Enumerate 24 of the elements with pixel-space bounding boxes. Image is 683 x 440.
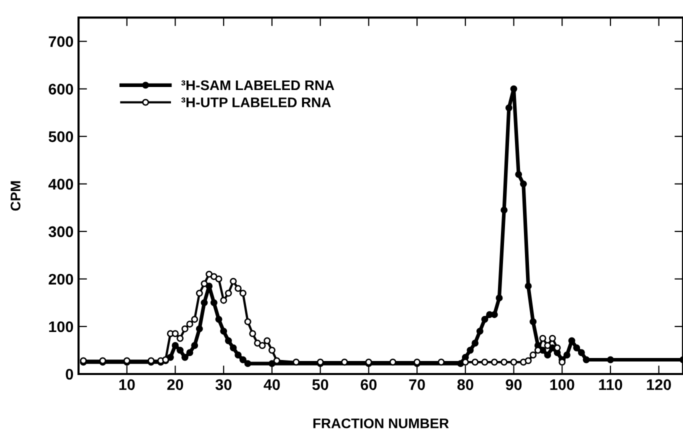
- x-tick-label: 60: [360, 379, 377, 390]
- y-tick-label: 300: [48, 226, 74, 238]
- x-tick-label: 110: [599, 379, 622, 390]
- x-tick-label: 120: [647, 379, 671, 390]
- x-tick-label: 80: [457, 379, 474, 390]
- legend-label: ³H-SAM LABELED RNA: [181, 80, 334, 90]
- x-axis-title: FRACTION NUMBER: [313, 418, 449, 428]
- y-tick-label: 400: [48, 178, 74, 190]
- x-tick-label: 70: [409, 379, 425, 390]
- x-tick-label: 100: [550, 379, 574, 390]
- x-tick-label: 50: [312, 379, 328, 390]
- legend-label: ³H-UTP LABELED RNA: [181, 98, 331, 108]
- x-tick-label: 30: [215, 379, 232, 390]
- y-tick-label: 0: [66, 368, 74, 380]
- x-tick-label: 40: [264, 379, 280, 390]
- y-tick-label: 200: [48, 274, 74, 285]
- y-tick-label: 100: [49, 321, 74, 332]
- y-tick-label: 500: [48, 131, 74, 142]
- y-axis-title: CPM: [10, 181, 20, 211]
- y-tick-label: 700: [48, 36, 74, 48]
- x-tick-label: 10: [119, 379, 135, 390]
- x-tick-label: 90: [506, 379, 522, 390]
- x-tick-label: 20: [167, 379, 184, 390]
- y-tick-label: 600: [48, 84, 74, 95]
